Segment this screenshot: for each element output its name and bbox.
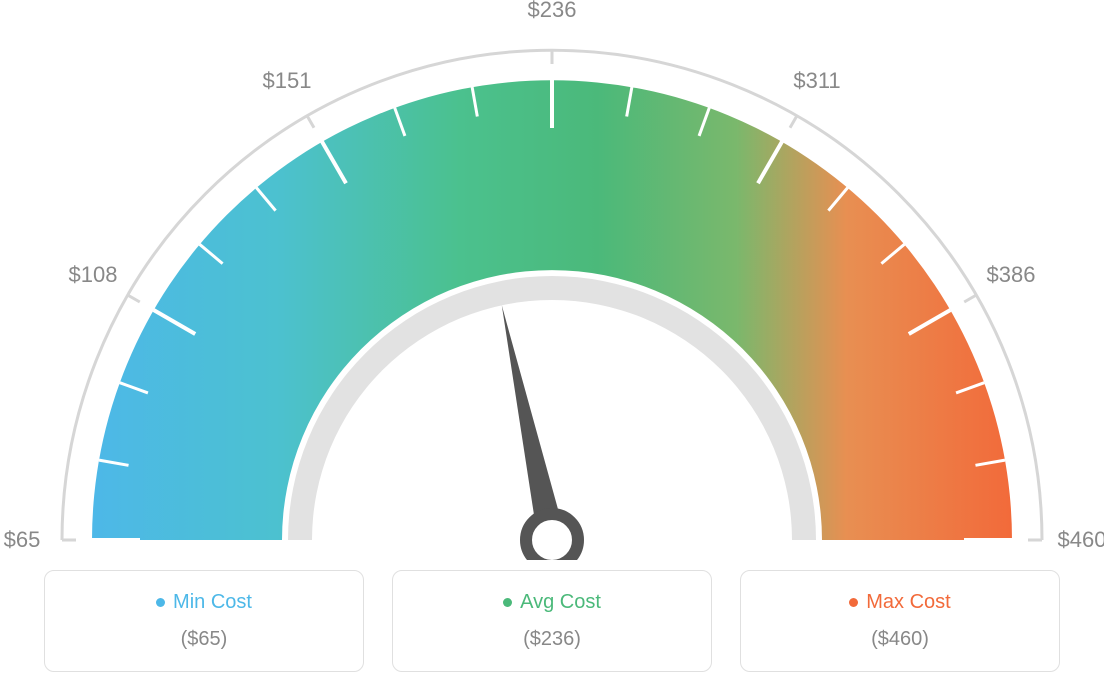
legend-title-avg: Avg Cost (393, 591, 711, 614)
legend-label: Max Cost (866, 591, 950, 613)
legend-row: Min Cost ($65) Avg Cost ($236) Max Cost … (0, 570, 1104, 672)
legend-value-avg: ($236) (393, 628, 711, 651)
legend-card-max: Max Cost ($460) (740, 570, 1060, 672)
legend-card-min: Min Cost ($65) (44, 570, 364, 672)
tick-label: $236 (528, 0, 577, 23)
tick-label: $311 (793, 68, 840, 94)
legend-value-max: ($460) (741, 628, 1059, 651)
legend-label: Avg Cost (520, 591, 601, 613)
gauge-chart: $65 $108 $151 $236 $311 $386 $460 (0, 0, 1104, 560)
legend-card-avg: Avg Cost ($236) (392, 570, 712, 672)
legend-value-min: ($65) (45, 628, 363, 651)
legend-title-min: Min Cost (45, 591, 363, 614)
gauge-svg (0, 0, 1104, 560)
legend-label: Min Cost (173, 591, 252, 613)
tick-label: $108 (69, 262, 118, 288)
dot-icon (849, 598, 858, 607)
tick-label: $386 (987, 262, 1036, 288)
tick-label: $65 (4, 527, 41, 553)
legend-title-max: Max Cost (741, 591, 1059, 614)
dot-icon (156, 598, 165, 607)
tick-label: $460 (1058, 527, 1104, 553)
dot-icon (503, 598, 512, 607)
tick-label: $151 (263, 68, 312, 94)
